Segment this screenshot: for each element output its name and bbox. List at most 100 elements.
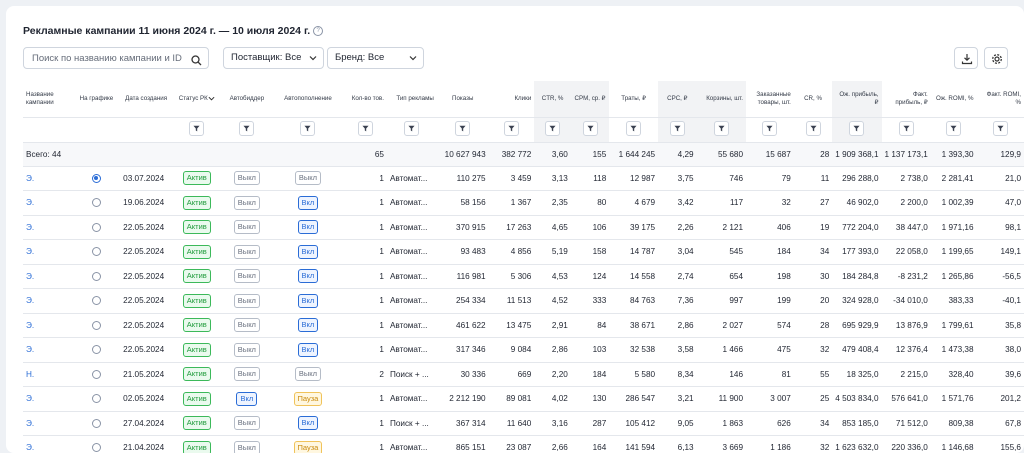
autorefill-toggle[interactable]: Вкл [297,293,319,308]
col-exp-romi[interactable]: Ож. ROMI, % [930,81,977,118]
autorefill-toggle[interactable]: Вкл [297,195,319,210]
autobidder-toggle[interactable]: Выкл [233,440,260,453]
col-name[interactable]: Название кампании [23,81,73,118]
filter-button[interactable] [455,121,471,136]
col-qty[interactable]: Кол-во тов. [343,81,387,118]
filter-button[interactable] [626,121,642,136]
col-fact-profit[interactable]: Факт. прибыль, ₽ [881,81,931,118]
filter-button[interactable] [713,121,729,136]
autorefill-toggle[interactable]: Вкл [297,220,319,235]
campaign-link[interactable]: Э. [26,222,35,232]
col-ctr[interactable]: CTR, % [534,81,571,118]
autobidder-toggle[interactable]: Вкл [236,391,258,406]
autobidder-toggle[interactable]: Выкл [233,220,260,235]
filter-button[interactable] [946,121,962,136]
col-fact-romi[interactable]: Факт. ROMI, % [976,81,1024,118]
filter-button[interactable] [762,121,778,136]
col-status[interactable]: Статус РК [172,81,222,118]
on-chart-radio[interactable] [91,369,101,379]
campaign-link[interactable]: Э. [26,173,35,183]
autorefill-toggle[interactable]: Выкл [294,171,321,186]
on-chart-radio[interactable] [91,271,101,281]
col-cpm[interactable]: CPM, ср. ₽ [570,81,610,118]
table-row[interactable]: Э. 27.04.2024 Актив Выкл Вкл 1 Поиск + ... 367 … [23,411,1024,436]
on-chart-radio[interactable] [91,247,101,257]
filter-button[interactable] [669,121,685,136]
filter-button[interactable] [898,121,914,136]
col-exp-profit[interactable]: Ож. прибыль, ₽ [832,81,882,118]
col-chart[interactable]: На графике [72,81,121,118]
filter-button[interactable] [503,121,519,136]
search-icon[interactable] [191,53,202,71]
autobidder-toggle[interactable]: Выкл [233,416,260,431]
table-row[interactable]: Э. 02.05.2024 Актив Вкл Пауза 1 Автомат... 2 21… [23,386,1024,412]
filter-button[interactable] [582,121,598,136]
download-button[interactable] [954,47,978,69]
col-clicks[interactable]: Клики [488,81,535,118]
col-type[interactable]: Тип рекламы [386,81,437,118]
on-chart-radio[interactable] [91,222,101,232]
campaign-link[interactable]: Э. [26,394,35,404]
campaign-link[interactable]: Э. [26,271,35,281]
autorefill-toggle[interactable]: Вкл [297,269,319,284]
table-row[interactable]: Э. 19.06.2024 Актив Выкл Вкл 1 Автомат... 58 15… [23,190,1024,216]
col-date[interactable]: Дата создания [120,81,173,118]
campaign-link[interactable]: Э. [26,443,35,453]
autorefill-toggle[interactable]: Вкл [297,318,319,333]
search-input[interactable] [24,48,182,69]
filter-button[interactable] [849,121,865,136]
autorefill-toggle[interactable]: Пауза [293,440,323,453]
filter-button[interactable] [239,121,255,136]
table-row[interactable]: Э. 22.05.2024 Актив Выкл Вкл 1 Автомат... 370 9… [23,215,1024,240]
brand-dropdown[interactable]: Бренд: Все [327,47,424,69]
table-row[interactable]: Э. 22.05.2024 Актив Выкл Вкл 1 Автомат... 93 48… [23,239,1024,265]
on-chart-radio[interactable] [91,418,101,428]
on-chart-radio[interactable] [91,345,101,355]
filter-button[interactable] [805,121,821,136]
table-row[interactable]: Э. 22.05.2024 Актив Выкл Вкл 1 Автомат... 116 9… [23,264,1024,289]
on-chart-radio[interactable] [91,443,101,453]
filter-button[interactable] [404,121,420,136]
filter-button[interactable] [300,121,316,136]
settings-button[interactable] [984,47,1008,69]
autobidder-toggle[interactable]: Выкл [233,244,260,259]
autorefill-toggle[interactable]: Пауза [293,391,323,406]
on-chart-radio[interactable] [91,173,101,183]
supplier-dropdown[interactable]: Поставщик: Все [223,47,324,69]
campaign-link[interactable]: Э. [26,198,35,208]
filter-button[interactable] [992,121,1008,136]
autobidder-toggle[interactable]: Выкл [233,269,260,284]
col-carts[interactable]: Корзины, шт. [696,81,747,118]
col-refill[interactable]: Автопополнение [272,81,344,118]
campaign-link[interactable]: Э. [26,345,35,355]
campaign-link[interactable]: Э. [26,320,35,330]
col-impressions[interactable]: Показы [436,81,489,118]
table-row[interactable]: Н. 21.05.2024 Актив Выкл Выкл 2 Поиск + ... 30 … [23,362,1024,387]
search-field[interactable] [23,47,209,69]
table-row[interactable]: Э. 03.07.2024 Актив Выкл Выкл 1 Автомат... 110 … [23,166,1024,191]
filter-button[interactable] [545,121,561,136]
on-chart-radio[interactable] [91,198,101,208]
col-cpc[interactable]: CPC, ₽ [658,81,697,118]
autorefill-toggle[interactable]: Вкл [297,244,319,259]
campaign-link[interactable]: Э. [26,418,35,428]
autobidder-toggle[interactable]: Выкл [233,293,260,308]
campaign-link[interactable]: Э. [26,247,35,257]
table-row[interactable]: Э. 21.04.2024 Актив Выкл Пауза 1 Автомат... 865… [23,435,1024,453]
autobidder-toggle[interactable]: Выкл [233,367,260,382]
col-spend[interactable]: Траты, ₽ [609,81,659,118]
col-cr[interactable]: CR, % [793,81,833,118]
col-orders[interactable]: Заказанные товары, шт. [746,81,794,118]
autorefill-toggle[interactable]: Вкл [297,416,319,431]
autobidder-toggle[interactable]: Выкл [233,318,260,333]
autobidder-toggle[interactable]: Выкл [233,342,260,357]
table-row[interactable]: Э. 22.05.2024 Актив Выкл Вкл 1 Автомат... 461 6… [23,313,1024,338]
autorefill-toggle[interactable]: Вкл [297,342,319,357]
info-icon[interactable]: ? [313,26,324,37]
autobidder-toggle[interactable]: Выкл [233,195,260,210]
filter-button[interactable] [189,121,205,136]
on-chart-radio[interactable] [91,296,101,306]
on-chart-radio[interactable] [91,394,101,404]
col-bidder[interactable]: Автобиддер [221,81,273,118]
table-row[interactable]: Э. 22.05.2024 Актив Выкл Вкл 1 Автомат... 254 3… [23,288,1024,314]
